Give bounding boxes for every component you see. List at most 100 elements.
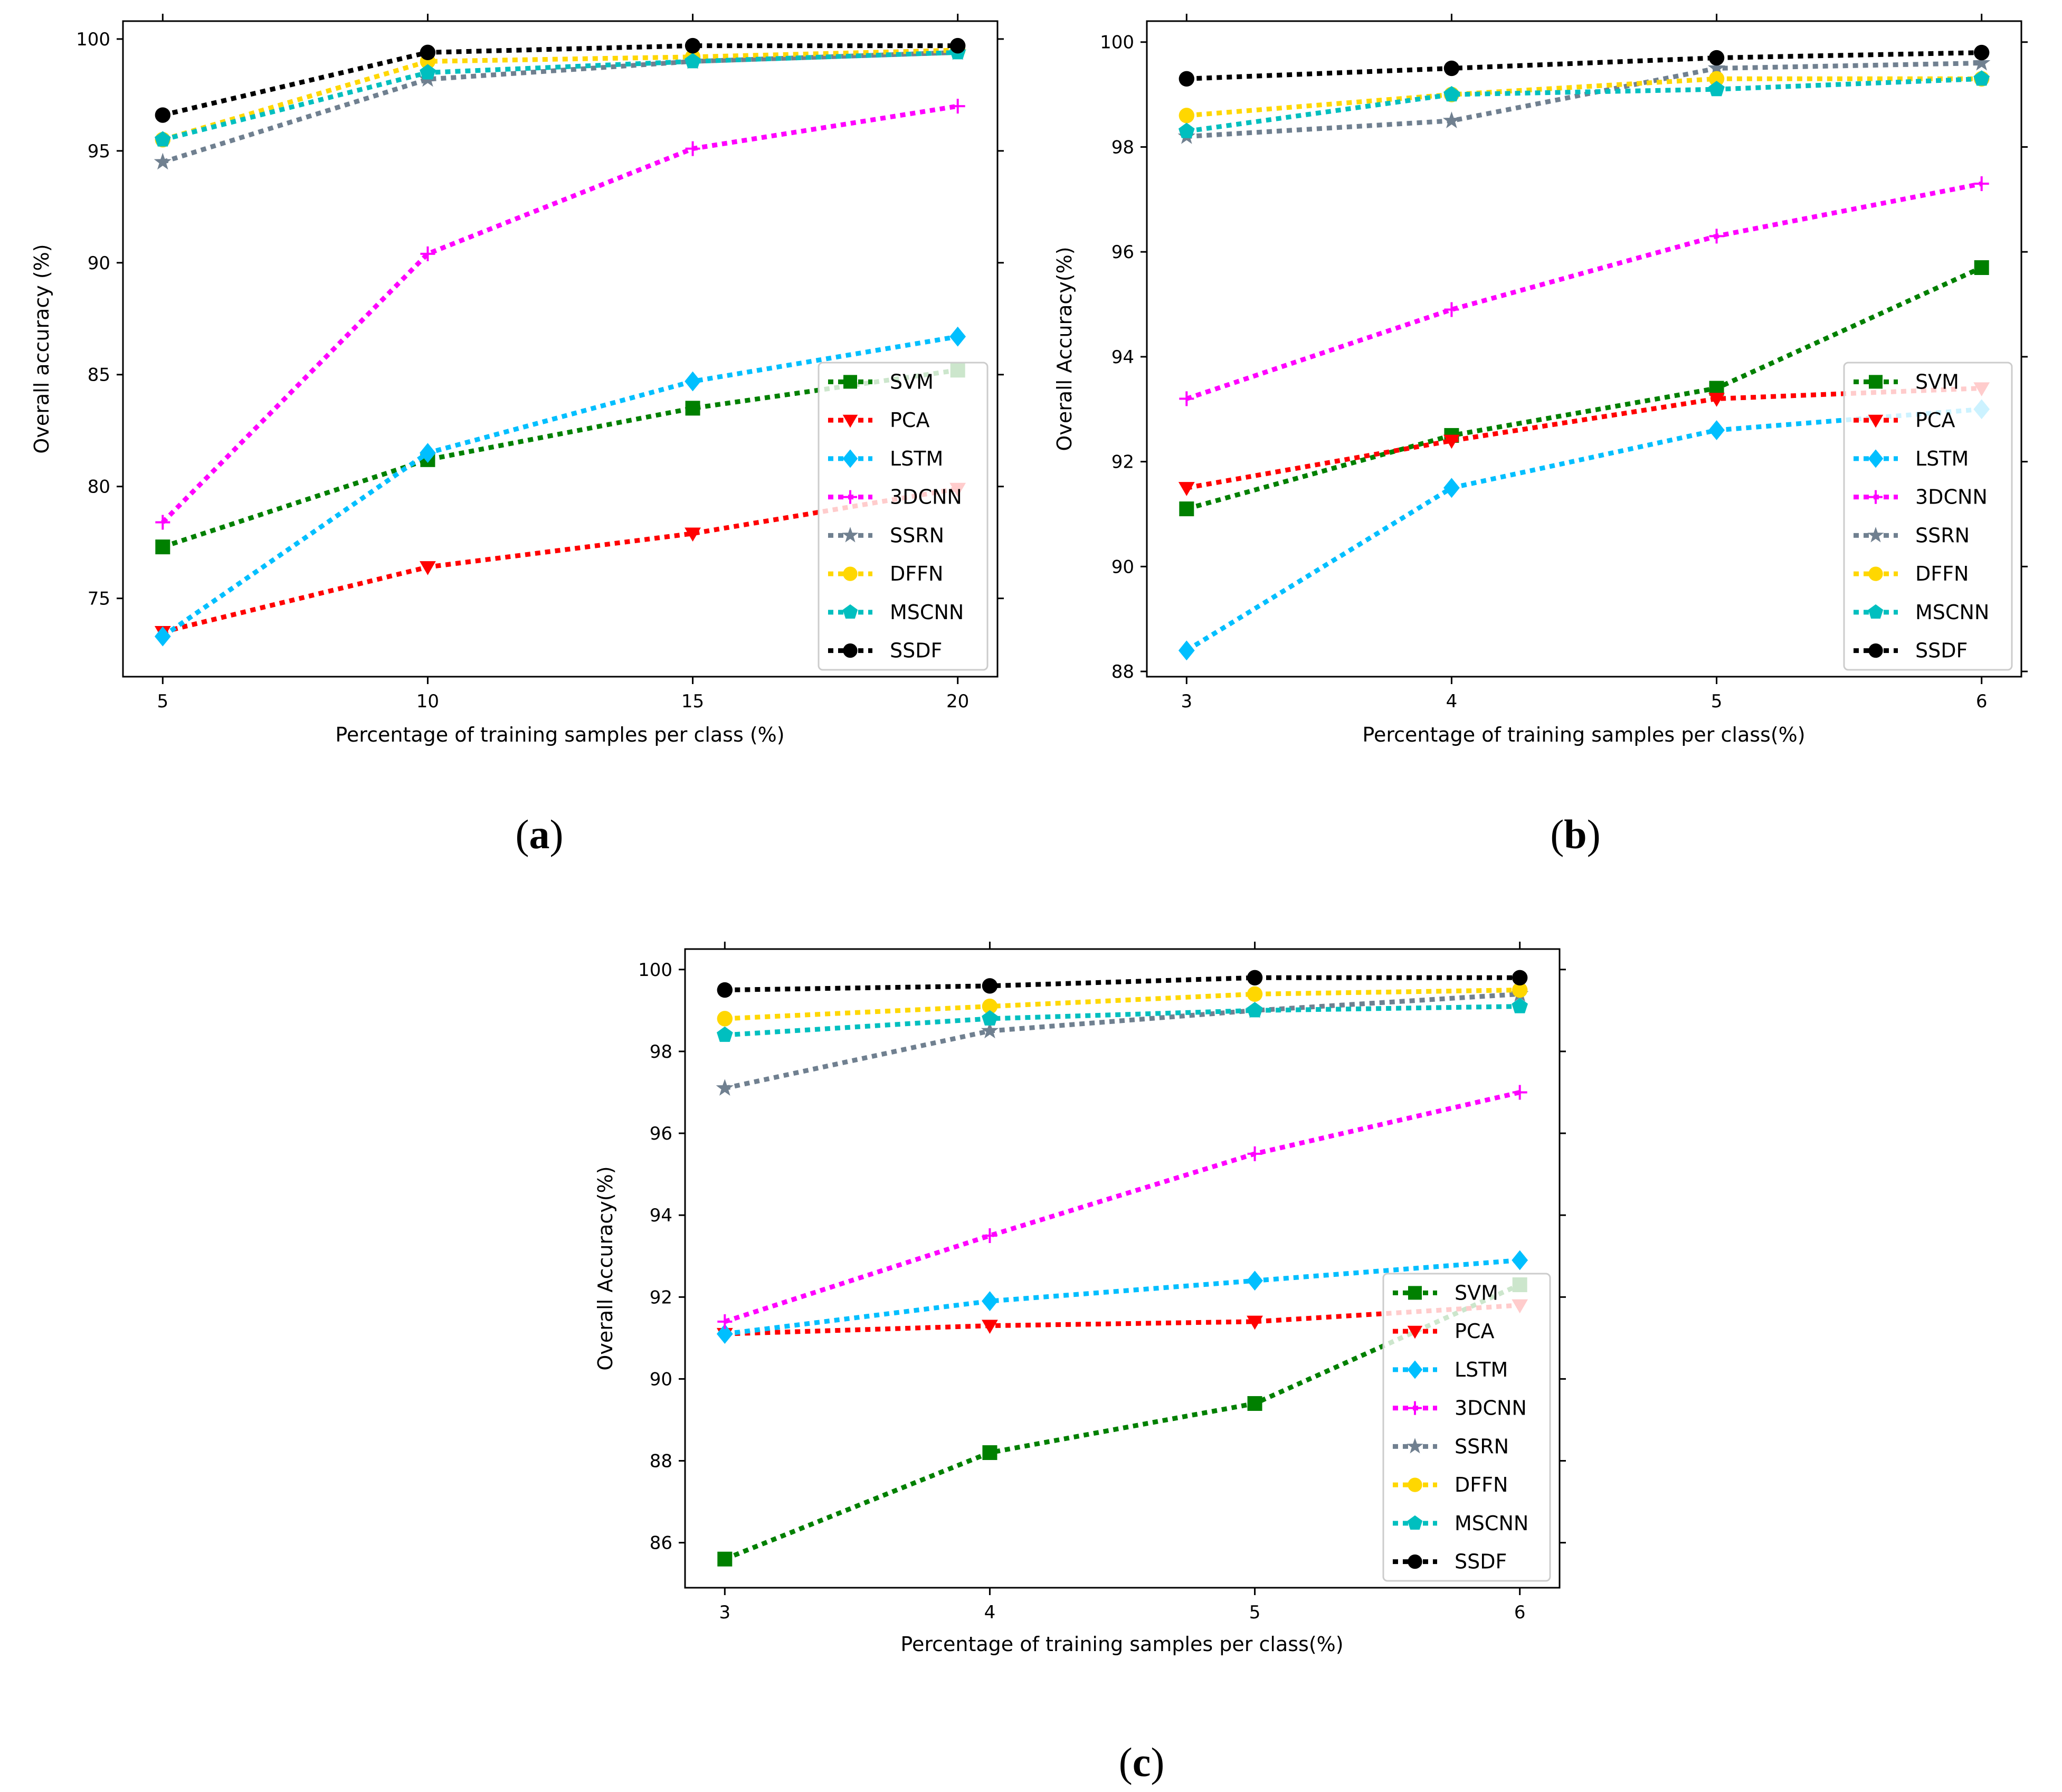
data-point-dffn (982, 998, 998, 1014)
data-point-svm (1179, 501, 1194, 517)
legend-item-dffn: DFFN (828, 562, 943, 585)
panel-letter: a (529, 811, 550, 857)
panel-letter: b (1564, 811, 1586, 857)
legend-marker (1407, 1325, 1423, 1339)
legend-marker (843, 375, 857, 389)
legend-item-svm: SVM (828, 370, 934, 393)
chart-panel-c: 86 88 90 92 94 96 98 100 3 4 5 6 Percentage of tra… (594, 942, 1566, 1785)
legend-item-svm: SVM (1854, 370, 1959, 393)
y-tick-label: 96 (1111, 242, 1134, 263)
legend-label: PCA (1455, 1320, 1494, 1343)
data-point-lstm (1512, 1250, 1528, 1270)
legend-label: SSDF (1455, 1550, 1507, 1573)
legend-label: MSCNN (1455, 1512, 1528, 1535)
legend-marker (1869, 490, 1883, 504)
data-point-svm (685, 401, 700, 416)
data-point-ssdf (420, 44, 436, 61)
data-point-lstm (982, 1291, 998, 1311)
legend-label: SSRN (1455, 1435, 1509, 1458)
data-point-ssdf (982, 978, 998, 994)
legend-marker (1408, 1401, 1422, 1415)
x-tick-label: 6 (1514, 1602, 1526, 1623)
data-point-pca (420, 561, 436, 575)
y-axis-label: Overall Accuracy(%) (594, 1166, 617, 1370)
data-point-3dcnn (1179, 391, 1194, 406)
legend-label: 3DCNN (1455, 1397, 1527, 1420)
data-point-ssdf (1443, 60, 1460, 77)
data-point-svm (717, 1551, 733, 1567)
x-tick-label: 5 (1249, 1602, 1261, 1623)
series-line-mscnn (725, 1004, 1520, 1038)
legend-item-mscnn: MSCNN (828, 601, 964, 624)
data-point-ssrn (154, 153, 172, 170)
legend-marker (1868, 604, 1884, 619)
legend-box (1843, 362, 2013, 671)
y-tick-label: 92 (650, 1287, 672, 1308)
chart-panel-b: 88 90 92 94 96 98 100 3 4 5 6 Percentage of train… (1053, 14, 2028, 857)
data-point-ssrn (1442, 111, 1461, 128)
data-point-lstm (685, 371, 701, 392)
y-tick-label: 100 (1100, 32, 1134, 53)
legend-item-ssrn: SSRN (1393, 1435, 1509, 1458)
y-axis-label: Overall accuracy (%) (30, 244, 53, 453)
legend-box (818, 362, 989, 671)
legend-label: DFFN (890, 562, 943, 585)
data-point-svm (1974, 260, 1989, 275)
data-point-lstm (1708, 420, 1725, 440)
legend-label: MSCNN (1915, 601, 1989, 624)
legend-label: PCA (890, 409, 929, 432)
panel-label: (b) (1550, 811, 1600, 857)
legend-label: SSRN (1915, 524, 1970, 547)
legend-item-ssdf: SSDF (1854, 639, 1968, 662)
series-line-3dcnn (161, 103, 958, 524)
series-line-dffn (162, 48, 958, 142)
data-point-mscnn (1247, 1002, 1263, 1018)
legend-marker (1407, 1360, 1423, 1379)
legend-item-3dcnn: 3DCNN (1393, 1397, 1527, 1420)
series-line-ssrn (161, 50, 958, 165)
legend-item-ssrn: SSRN (1854, 524, 1970, 547)
legend-marker (1868, 414, 1884, 428)
y-tick-label: 80 (88, 477, 110, 498)
legend-label: LSTM (1915, 447, 1969, 470)
legend-marker (842, 604, 858, 619)
y-tick-label: 85 (88, 365, 110, 386)
legend-label: DFFN (1455, 1473, 1508, 1496)
legend-item-lstm: LSTM (1393, 1358, 1508, 1381)
legend-item-ssrn: SSRN (828, 524, 944, 547)
data-point-pca (1443, 434, 1460, 449)
legend-marker (1408, 1286, 1422, 1300)
chart-panel-a: 75 80 85 90 95 100 5 10 15 20 Percentage of trai… (30, 14, 1004, 857)
data-point-ssdf (1512, 970, 1528, 985)
legend-item-dffn: DFFN (1393, 1473, 1508, 1496)
x-tick-label: 5 (1711, 691, 1723, 712)
data-point-3dcnn (950, 99, 965, 114)
data-point-mscnn (1443, 86, 1460, 102)
legend: SVM PCA LSTM 3DCNN SSRN DFFN MSCNN SSDF (1843, 362, 2013, 671)
panel-letter: c (1133, 1739, 1151, 1785)
legend-marker (842, 527, 859, 543)
legend-label: LSTM (890, 447, 943, 470)
y-tick-label: 95 (88, 141, 110, 162)
data-point-ssrn (716, 1079, 734, 1096)
series-line-3dcnn (724, 1090, 1521, 1324)
data-point-ssrn (1707, 59, 1726, 76)
data-point-ssdf (1973, 44, 1990, 61)
legend-label: 3DCNN (890, 486, 962, 509)
y-axis-label: Overall Accuracy(%) (1053, 246, 1076, 451)
y-tick-label: 98 (1111, 137, 1134, 158)
data-point-3dcnn (982, 1228, 997, 1243)
legend-marker (843, 566, 858, 581)
data-point-mscnn (1973, 70, 1990, 86)
data-point-3dcnn (420, 246, 435, 261)
legend-marker (843, 643, 858, 658)
data-point-ssrn (981, 1021, 999, 1039)
legend-marker (1408, 1554, 1422, 1569)
legend-marker (1407, 1438, 1423, 1454)
legend-item-pca: PCA (828, 409, 929, 432)
legend-marker (843, 490, 857, 504)
legend-label: SSDF (890, 639, 942, 662)
x-tick-label: 10 (416, 691, 439, 712)
legend-item-lstm: LSTM (1854, 447, 1969, 470)
